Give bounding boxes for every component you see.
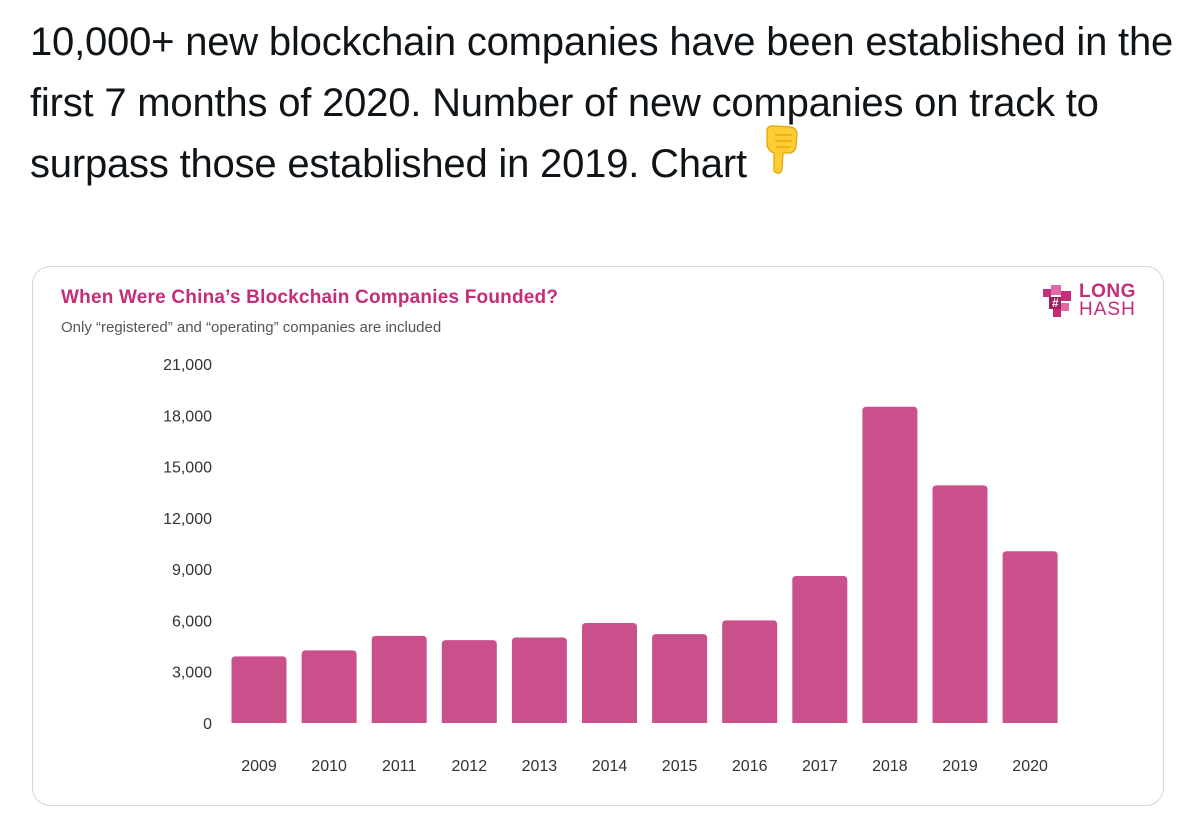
tweet-text: 10,000+ new blockchain companies have be…: [30, 12, 1180, 195]
backhand-index-pointing-down-icon: [761, 125, 799, 193]
svg-text:#: #: [1052, 296, 1059, 310]
chart-subtitle: Only “registered” and “operating” compan…: [61, 319, 442, 336]
x-tick-label: 2015: [662, 758, 698, 775]
chart-card[interactable]: When Were China’s Blockchain Companies F…: [32, 266, 1164, 806]
x-tick-label: 2017: [802, 758, 838, 775]
y-tick-label: 3,000: [172, 665, 212, 682]
x-tick-label: 2011: [382, 758, 417, 775]
bar-2015[interactable]: [652, 634, 708, 723]
chart-title: When Were China’s Blockchain Companies F…: [61, 287, 559, 308]
bar-2019[interactable]: [932, 485, 988, 723]
x-tick-label: 2020: [1012, 758, 1048, 775]
logo-line2: HASH: [1079, 299, 1136, 320]
x-tick-label: 2009: [241, 758, 277, 775]
x-tick-label: 2010: [311, 758, 347, 775]
x-tick-label: 2018: [872, 758, 908, 775]
y-tick-label: 9,000: [172, 562, 212, 579]
bar-2009[interactable]: [231, 656, 287, 723]
bar-2018[interactable]: [862, 406, 918, 723]
bar-2020[interactable]: [1002, 551, 1058, 723]
bar-2014[interactable]: [582, 622, 637, 723]
y-tick-label: 18,000: [163, 408, 212, 425]
y-tick-label: 0: [203, 716, 212, 733]
longhash-logo-icon: #: [1043, 285, 1071, 317]
x-tick-label: 2019: [942, 758, 978, 775]
bar-2010[interactable]: [301, 650, 357, 723]
x-tick-label: 2013: [522, 758, 558, 775]
y-tick-label: 6,000: [172, 613, 212, 630]
longhash-logo: # LONG HASH: [1041, 281, 1151, 331]
tweet-body: 10,000+ new blockchain companies have be…: [30, 20, 1174, 186]
y-tick-label: 15,000: [163, 460, 212, 477]
bar-2016[interactable]: [722, 620, 778, 723]
x-tick-label: 2012: [452, 758, 488, 775]
y-tick-label: 12,000: [163, 511, 212, 528]
y-tick-label: 21,000: [163, 357, 212, 374]
bar-2011[interactable]: [371, 635, 427, 723]
bar-2012[interactable]: [441, 640, 497, 723]
x-tick-label: 2014: [592, 758, 628, 775]
logo-line1: LONG: [1079, 281, 1136, 302]
bar-chart: 0 3,000 6,000 9,000 12,000 15,000 18,000 21,000…: [163, 357, 1058, 775]
bar-2017[interactable]: [792, 575, 848, 723]
x-tick-label: 2016: [732, 758, 768, 775]
bar-2013[interactable]: [511, 637, 567, 723]
